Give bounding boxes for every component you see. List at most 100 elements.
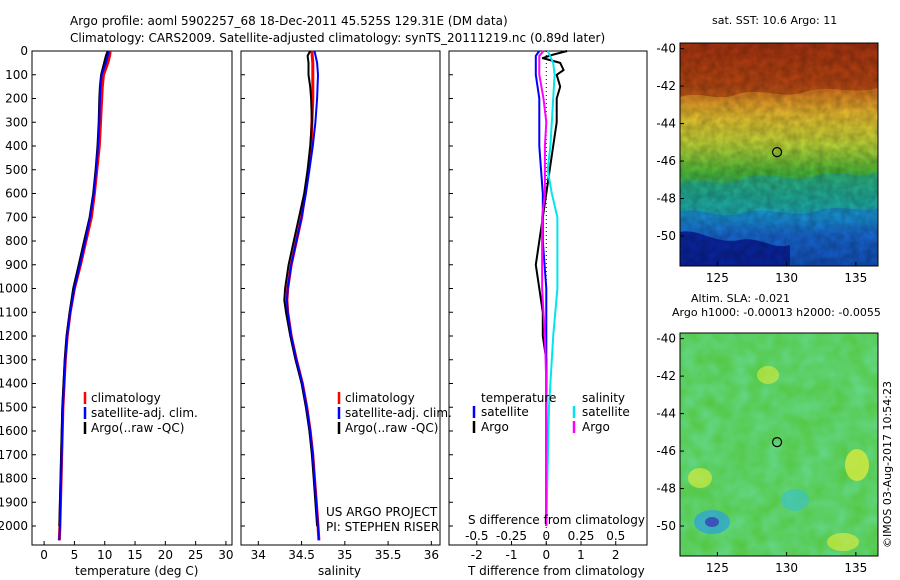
legend-satellite: satellite-adj. clim. — [91, 406, 198, 420]
x-tick-label: 0 — [542, 548, 550, 562]
sla-low-2 — [781, 489, 809, 511]
x-tick-label: 20 — [158, 548, 173, 562]
x-tick-label: 1 — [577, 548, 585, 562]
depth-tick-label: 100 — [5, 68, 28, 82]
legend-s-argo: Argo — [582, 420, 610, 434]
legend-argo: Argo(..raw -QC) — [345, 421, 438, 435]
salinity-xlabel: salinity — [318, 564, 361, 578]
sla-map-image — [680, 333, 878, 556]
sst-map-axes: 125 130 135 -40 -42 -44 -46 -48 -50 — [656, 42, 867, 285]
sla-high-1 — [845, 449, 869, 481]
x-tick-label: 0 — [40, 548, 48, 562]
x-tick-label: -2 — [471, 548, 483, 562]
legend-s-satellite: satellite — [582, 405, 630, 419]
depth-tick-label: 1000 — [0, 282, 28, 296]
sla-map-frame — [679, 332, 879, 557]
sla-y-tick-label: -40 — [656, 332, 676, 346]
x-tick-label: 35 — [337, 548, 352, 562]
sst-texture — [680, 43, 878, 266]
sla-y-tick-label: -50 — [656, 519, 676, 533]
sla-x-tick-label: 125 — [706, 561, 729, 575]
sla-y-tick-label: -42 — [656, 369, 676, 383]
sst-map-frame — [679, 42, 879, 267]
difference-s-satellite-line — [545, 50, 559, 527]
sst-y-tick-label: -42 — [656, 79, 676, 93]
depth-axis: 0 100 200 300 400 500 600 700 800 900 1000 1100 1200… — [0, 44, 453, 533]
depth-tick-label: 200 — [5, 92, 28, 106]
x-tick-label: 35.5 — [375, 548, 402, 562]
sst-y-tick-label: -44 — [656, 117, 676, 131]
salinity-legend: climatology satellite-adj. clim. Argo(..… — [337, 391, 452, 435]
sla-high-2 — [688, 468, 712, 488]
depth-tick-label: 1400 — [0, 377, 28, 391]
depth-tick-label: 800 — [5, 234, 28, 248]
sla-high-3 — [757, 366, 779, 384]
sst-argo-location-marker — [771, 147, 783, 158]
x-tick-label: 30 — [218, 548, 233, 562]
sla-map-axes: 125 130 135 -40 -42 -44 -46 -48 -50 — [656, 332, 867, 575]
x-tick-label: 10 — [97, 548, 112, 562]
sla-y-tick-label: -44 — [656, 407, 676, 421]
sla-low-core — [705, 517, 719, 527]
salinity-plot: 34 34.5 35 35.5 36 — [251, 50, 439, 562]
depth-tick-label: 0 — [20, 44, 28, 58]
x-tick-label: 36 — [424, 548, 439, 562]
temperature-climatology-line — [57, 50, 112, 541]
depth-tick-label: 300 — [5, 115, 28, 129]
depth-tick-label: 600 — [5, 187, 28, 201]
temperature-xlabel: temperature (deg C) — [75, 564, 198, 578]
project-annotation: US ARGO PROJECT — [326, 505, 438, 519]
sst-x-tick-label: 125 — [706, 271, 729, 285]
pi-annotation: PI: STEPHEN RISER — [326, 520, 439, 534]
temperature-satellite-line — [58, 50, 110, 541]
depth-tick-label: 1200 — [0, 329, 28, 343]
depth-tick-label: 700 — [5, 210, 28, 224]
depth-tick-label: 400 — [5, 139, 28, 153]
sst-x-tick-label: 135 — [844, 271, 867, 285]
figure-title-line2: Climatology: CARS2009. Satellite-adjuste… — [70, 31, 605, 45]
sst-y-tick-label: -50 — [656, 229, 676, 243]
t-difference-xlabel: T difference from climatology — [467, 564, 645, 578]
legend-title-salinity: salinity — [582, 391, 625, 405]
x-tick-label: 25 — [188, 548, 203, 562]
legend-title-temperature: temperature — [481, 391, 556, 405]
depth-tick-label: 900 — [5, 258, 28, 272]
x2-tick-label: 0.25 — [568, 529, 595, 543]
difference-t-satellite-line — [534, 50, 548, 526]
legend-climatology: climatology — [345, 391, 415, 405]
depth-tick-label: 1800 — [0, 472, 28, 486]
imos-credit: ©IMOS 03-Aug-2017 10:54:23 — [881, 381, 894, 548]
depth-tick-label: 1100 — [0, 305, 28, 319]
x2-tick-label: -0.25 — [496, 529, 527, 543]
sst-y-tick-label: -40 — [656, 42, 676, 56]
x-tick-label: 34 — [251, 548, 266, 562]
sla-high-4 — [827, 533, 859, 551]
sst-y-tick-label: -48 — [656, 192, 676, 206]
sla-argo-location-marker — [771, 437, 783, 448]
s-difference-xlabel: S difference from climatology — [468, 513, 645, 527]
sst-y-tick-label: -46 — [656, 154, 676, 168]
salinity-satellite-line — [285, 50, 320, 541]
depth-tick-label: 1500 — [0, 400, 28, 414]
figure-title-line1: Argo profile: aoml 5902257_68 18-Dec-201… — [70, 14, 508, 28]
depth-tick-label: 1900 — [0, 495, 28, 509]
sla-x-tick-label: 135 — [844, 561, 867, 575]
legend-argo: Argo(..raw -QC) — [91, 421, 184, 435]
depth-tick-label: 1600 — [0, 424, 28, 438]
x-tick-label: 5 — [71, 548, 79, 562]
difference-legend: temperature salinity satellite Argo sate… — [472, 391, 630, 434]
x-tick-label: 34.5 — [288, 548, 315, 562]
sst-x-tick-label: 130 — [775, 271, 798, 285]
temperature-legend: climatology satellite-adj. clim. Argo(..… — [83, 391, 198, 435]
legend-climatology: climatology — [91, 391, 161, 405]
legend-t-satellite: satellite — [481, 405, 529, 419]
temperature-panel-frame — [31, 50, 233, 546]
difference-s-argo-line — [538, 50, 548, 526]
x2-tick-label: 0.5 — [606, 529, 625, 543]
sla-map-title: Altim. SLA: -0.021 — [691, 292, 790, 305]
x-tick-label: 15 — [127, 548, 142, 562]
depth-tick-label: 500 — [5, 163, 28, 177]
x-tick-label: -1 — [506, 548, 518, 562]
legend-t-argo: Argo — [481, 420, 509, 434]
legend-satellite: satellite-adj. clim. — [345, 406, 452, 420]
